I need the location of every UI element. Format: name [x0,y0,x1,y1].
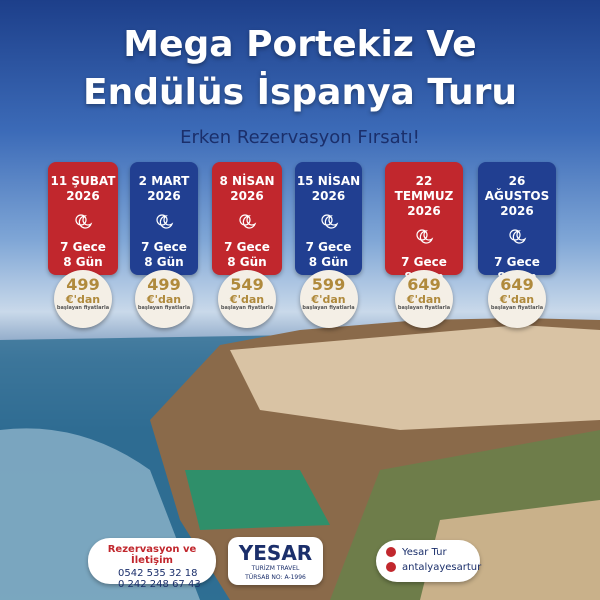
year: 2026 [66,189,100,203]
days: 8 Gün [227,255,267,269]
price: 499 [147,275,181,294]
price-note: başlayan fiyatlarla [220,305,274,311]
license: TÜRSAB NO: A-1996 [245,574,306,581]
price-note: başlayan fiyatlarla [490,305,544,311]
year: 2026 [500,204,534,218]
nights: 7 Gece [401,255,447,269]
nights: 7 Gece [141,240,187,254]
price-badge: 649 €'dan başlayan fiyatlarla [488,270,546,328]
social-icons [386,547,396,572]
year: 2026 [311,189,346,203]
price-badge: 499 €'dan başlayan fiyatlarla [135,270,193,328]
price-badge: 649 €'dan başlayan fiyatlarla [395,270,453,328]
date: 2 MART [138,174,190,188]
currency: €'dan [499,293,535,306]
nights: 7 Gece [60,240,106,254]
facebook: Yesar Tur [402,547,447,558]
date: 15 NİSAN [296,174,361,188]
days: 8 Gün [308,255,349,269]
phone: 0542 535 32 18 [118,568,198,579]
currency: €'dan [146,293,182,306]
phone: 0 242 248 67 43 [118,579,201,590]
days: 8 Gün [63,255,103,269]
price-note: başlayan fiyatlarla [302,305,355,311]
currency: €'dan [311,293,346,306]
contact-title: Rezervasyon ve İletişim [107,544,197,566]
title-line2: Endülüs İspanya Turu [83,72,517,113]
price-note: başlayan fiyatlarla [56,305,110,311]
sun-moon-icon [320,214,338,229]
price: 649 [407,275,441,294]
sun-moon-icon [239,214,257,229]
nights: 7 Gece [494,255,540,269]
title-line1: Mega Portekiz Ve [123,24,477,65]
subtitle: Erken Rezervasyon Fırsatı! [180,127,420,148]
year: 2026 [147,189,181,203]
currency: €'dan [229,293,265,306]
price-note: başlayan fiyatlarla [397,305,451,311]
logo-box: YESAR TURİZM TRAVEL TÜRSAB NO: A-1996 [228,537,323,585]
price-badge: 599 €'dan başlayan fiyatlarla [299,270,358,328]
currency: €'dan [65,293,101,306]
date-card: 2 MART 2026 7 Gece 8 Gün [130,162,198,275]
price: 649 [500,275,534,294]
date-card: 8 NİSAN 2026 7 Gece 8 Gün [212,162,282,275]
date: 26 AĞUSTOS [484,174,550,203]
year: 2026 [407,204,441,218]
instagram: antalyayesartur [402,562,482,573]
date: 22 TEMMUZ [394,174,454,203]
year: 2026 [230,189,264,203]
price-badge: 499 €'dan başlayan fiyatlarla [54,270,112,328]
sun-moon-icon [416,229,434,244]
contact-box: Rezervasyon ve İletişim 0542 535 32 18 0… [88,538,216,590]
price: 599 [311,275,346,294]
sun-moon-icon [509,229,527,244]
date: 8 NİSAN [219,174,275,188]
social-box: Yesar Tur antalyayesartur [376,540,482,582]
currency: €'dan [406,293,442,306]
sun-moon-icon [156,214,174,229]
date-card: 15 NİSAN 2026 7 Gece 8 Gün [295,162,362,275]
sun-moon-icon [75,214,93,229]
date: 11 ŞUBAT [50,174,116,188]
date-card: 11 ŞUBAT 2026 7 Gece 8 Gün [48,162,118,275]
price-note: başlayan fiyatlarla [137,305,191,311]
nights: 7 Gece [305,240,352,254]
price-badge: 549 €'dan başlayan fiyatlarla [218,270,276,328]
brand-sub: TURİZM TRAVEL [251,565,300,572]
price: 549 [230,275,264,294]
days: 8 Gün [144,255,184,269]
brand: YESAR [238,541,313,565]
price: 499 [66,275,100,294]
nights: 7 Gece [224,240,270,254]
